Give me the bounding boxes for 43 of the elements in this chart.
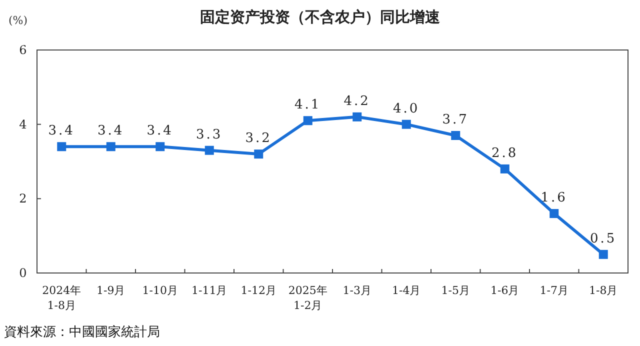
point	[106, 142, 116, 152]
data-label: 3.3	[196, 127, 223, 142]
point	[598, 250, 608, 259]
data-label: 4.2	[344, 94, 370, 109]
x-tick-label: 1-6月	[490, 284, 520, 297]
point	[204, 146, 214, 155]
data-label: 3.7	[442, 112, 469, 128]
point	[402, 120, 411, 129]
x-tick-label: 2024年 1-8月	[42, 284, 82, 312]
data-label: 0.5	[590, 231, 617, 246]
point	[550, 209, 559, 218]
point	[57, 142, 66, 152]
x-tick-label: 1-10月	[142, 284, 178, 297]
y-axis-title: (%)	[8, 14, 28, 27]
data-label: 3.4	[48, 124, 75, 139]
x-tick-label: 1-12月	[240, 284, 276, 297]
chart-title: 固定资产投资（不含农户）同比增速	[200, 8, 441, 26]
data-label: 4.0	[393, 101, 420, 116]
data-label: 1.6	[540, 190, 568, 206]
data-label: 3.4	[98, 124, 124, 139]
y-tick-label: 2	[19, 192, 27, 206]
x-tick-label: 1-9月	[96, 284, 126, 297]
y-tick-label: 0	[19, 266, 27, 280]
source-note: 資料來源：中國國家統計局	[4, 324, 160, 340]
x-tick-label: 1-3月	[342, 284, 372, 297]
data-label: 3.2	[245, 131, 272, 146]
point	[352, 112, 362, 122]
x-tick-label: 1-11月	[192, 284, 228, 297]
point	[303, 116, 312, 126]
data-label: 4.1	[294, 98, 322, 113]
x-tick-label: 1-5月	[441, 284, 470, 297]
x-tick-label: 1-8月	[589, 284, 618, 297]
data-label: 2.8	[492, 146, 518, 161]
x-tick-label: 1-7月	[540, 284, 568, 297]
data-label: 3.4	[146, 124, 174, 139]
x-tick-label: 1-4月	[392, 284, 421, 297]
point	[500, 164, 510, 174]
point	[156, 142, 165, 152]
point	[254, 150, 264, 159]
y-tick-label: 6	[19, 43, 27, 57]
point	[451, 130, 460, 140]
x-tick-label: 2025年 1-2月	[288, 284, 328, 312]
y-tick-label: 4	[19, 117, 28, 132]
